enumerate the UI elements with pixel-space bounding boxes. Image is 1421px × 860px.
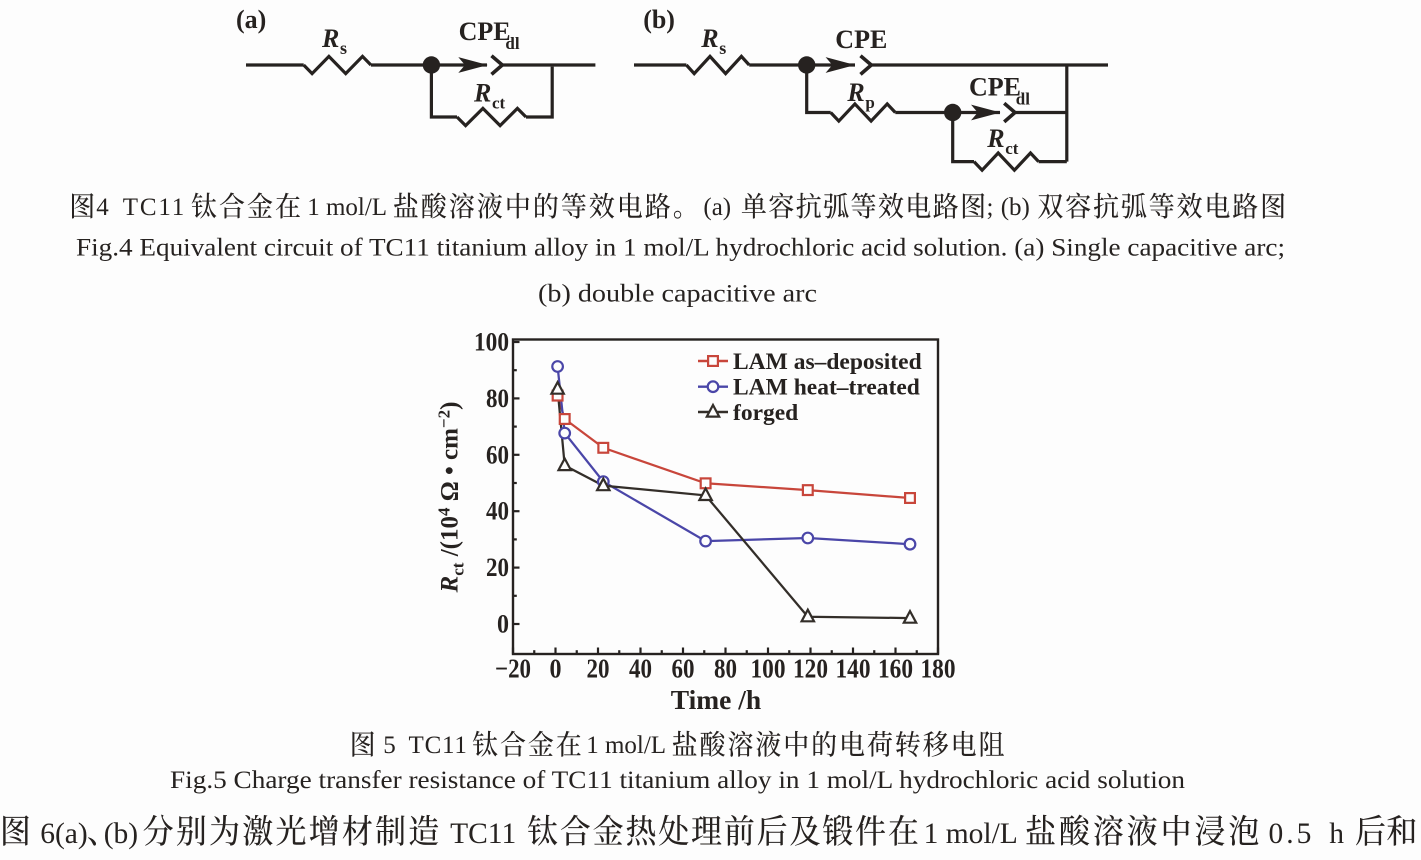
svg-text:Fig.5 Charge transfer resista: Fig.5 Charge transfer resistance of TC11… [170, 767, 1186, 794]
svg-text:60: 60 [672, 654, 695, 684]
svg-text:CPE: CPE [969, 73, 1021, 102]
svg-text:Time /h: Time /h [671, 684, 761, 715]
svg-text:R: R [846, 78, 864, 107]
svg-text:160: 160 [878, 654, 913, 684]
svg-text:−20: −20 [495, 654, 531, 684]
svg-text:(b) double capacitive arc: (b) double capacitive arc [538, 281, 817, 308]
svg-text:5: 5 [383, 732, 396, 759]
svg-text:100: 100 [474, 328, 509, 357]
svg-text:40: 40 [629, 654, 652, 684]
svg-text:1 mol/L: 1 mol/L [924, 818, 1018, 850]
svg-text:4: 4 [96, 194, 109, 221]
svg-text:ct: ct [492, 94, 506, 113]
svg-text:1 mol/L: 1 mol/L [307, 194, 387, 221]
svg-text:40: 40 [486, 497, 509, 526]
svg-text:TC11: TC11 [450, 818, 516, 850]
svg-text:R: R [986, 124, 1004, 153]
svg-text:20: 20 [486, 553, 509, 582]
svg-text:60: 60 [486, 440, 509, 469]
svg-text:R: R [473, 79, 491, 108]
svg-text:Rct /(104 Ω • cm−2): Rct /(104 Ω • cm−2) [435, 402, 468, 594]
svg-text:R: R [700, 24, 718, 53]
svg-text:h: h [1329, 818, 1344, 850]
svg-text:0.5: 0.5 [1269, 818, 1315, 850]
svg-text:forged: forged [733, 400, 798, 426]
svg-text:CPE: CPE [459, 17, 511, 46]
svg-text:20: 20 [587, 654, 610, 684]
svg-text:ct: ct [1005, 139, 1019, 158]
svg-text:;: ; [987, 194, 994, 221]
svg-text:CPE: CPE [835, 25, 887, 54]
svg-text:100: 100 [751, 654, 786, 684]
svg-text:1 mol/L: 1 mol/L [586, 732, 666, 759]
svg-text:dl: dl [505, 34, 519, 53]
svg-text:80: 80 [486, 384, 509, 413]
svg-text:(b): (b) [1001, 194, 1030, 221]
svg-text:s: s [719, 38, 726, 58]
svg-text:Fig.4 Equivalent circuit of T: Fig.4 Equivalent circuit of TC11 titaniu… [76, 235, 1285, 262]
svg-text:s: s [340, 38, 347, 58]
svg-text:LAM as–deposited: LAM as–deposited [733, 349, 922, 375]
svg-text:0: 0 [497, 610, 509, 639]
svg-text:6(a): 6(a) [40, 818, 87, 850]
svg-text:140: 140 [836, 654, 871, 684]
svg-text:dl: dl [1016, 90, 1030, 109]
svg-text:TC11: TC11 [409, 732, 468, 759]
svg-text:TC11: TC11 [123, 194, 186, 221]
svg-text:(a): (a) [236, 5, 266, 34]
svg-text:(b): (b) [643, 5, 675, 34]
svg-text:(a): (a) [703, 194, 731, 221]
svg-text:(b): (b) [104, 818, 138, 850]
svg-text:R: R [321, 24, 339, 53]
svg-text:180: 180 [921, 654, 956, 684]
svg-text:80: 80 [714, 654, 737, 684]
svg-text:p: p [865, 93, 874, 112]
svg-text:0: 0 [550, 654, 562, 684]
svg-text:120: 120 [793, 654, 828, 684]
svg-text:LAM heat–treated: LAM heat–treated [733, 375, 920, 401]
